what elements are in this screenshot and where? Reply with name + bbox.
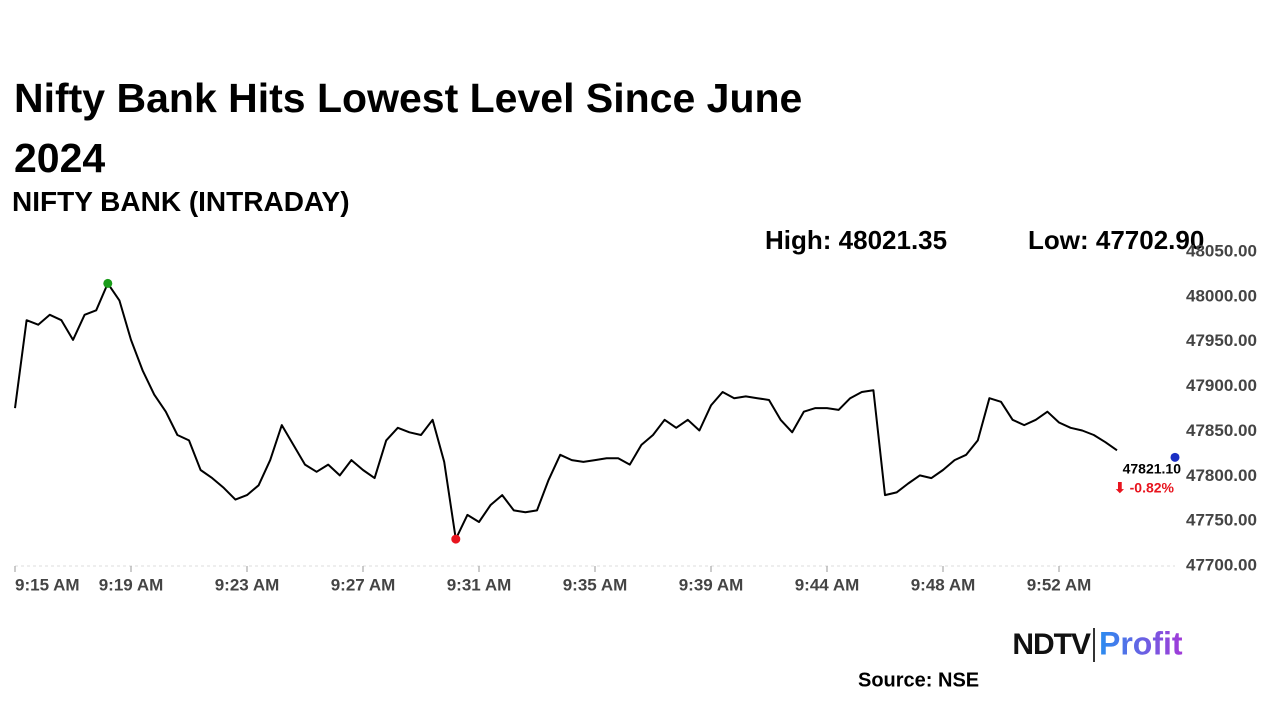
x-tick-label: 9:27 AM bbox=[331, 575, 396, 594]
x-tick-label: 9:19 AM bbox=[99, 575, 164, 594]
y-tick-label: 47700.00 bbox=[1186, 555, 1257, 574]
y-tick-label: 47800.00 bbox=[1186, 466, 1257, 485]
last-value-label: 47821.10 bbox=[1123, 461, 1182, 477]
y-tick-label: 48000.00 bbox=[1186, 286, 1257, 305]
chart-title: Nifty Bank Hits Lowest Level Since June … bbox=[14, 75, 803, 181]
logo-right: Profit bbox=[1099, 625, 1183, 661]
y-tick-label: 47750.00 bbox=[1186, 511, 1257, 530]
logo-left: NDTV bbox=[1012, 628, 1091, 661]
x-tick-label: 9:48 AM bbox=[911, 575, 976, 594]
y-tick-label: 47900.00 bbox=[1186, 376, 1257, 395]
low-point bbox=[451, 534, 461, 544]
x-tick-label: 9:44 AM bbox=[795, 575, 860, 594]
y-tick-label: 47850.00 bbox=[1186, 421, 1257, 440]
price-line bbox=[15, 283, 1175, 539]
x-tick-label: 9:23 AM bbox=[215, 575, 280, 594]
source: Source: NSE bbox=[858, 669, 979, 691]
x-tick-label: 9:39 AM bbox=[679, 575, 744, 594]
high-point bbox=[103, 278, 113, 288]
y-tick-label: 47950.00 bbox=[1186, 331, 1257, 350]
high-annotation: High: 48021.35 bbox=[765, 225, 947, 255]
x-tick-label: 9:15 AM bbox=[15, 575, 80, 594]
x-tick-label: 9:52 AM bbox=[1027, 575, 1092, 594]
chart-subtitle: NIFTY BANK (INTRADAY) bbox=[12, 186, 350, 217]
last-point bbox=[1170, 452, 1180, 462]
y-tick-label: 48050.00 bbox=[1186, 241, 1257, 260]
low-annotation: Low: 47702.90 bbox=[1028, 225, 1204, 255]
x-tick-label: 9:31 AM bbox=[447, 575, 512, 594]
x-tick-label: 9:35 AM bbox=[563, 575, 628, 594]
change-label: ⬇ -0.82% bbox=[1114, 480, 1175, 496]
